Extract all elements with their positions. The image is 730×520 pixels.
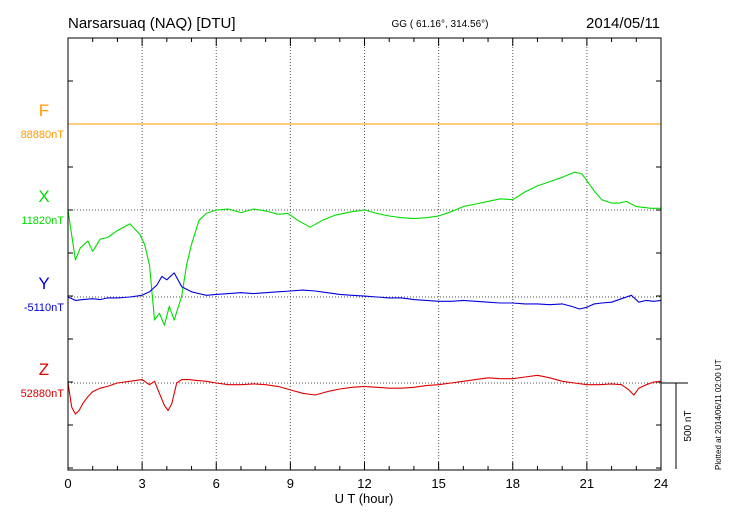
series-z-line	[67, 374, 662, 415]
x-tick-label: 18	[506, 476, 520, 491]
x-tick-label: 9	[287, 476, 294, 491]
series-z-name: Z	[39, 360, 49, 379]
grid	[68, 38, 661, 470]
x-tick-label: 6	[213, 476, 220, 491]
plot-frame	[67, 37, 662, 471]
scale-bar: 500 nT	[661, 382, 694, 469]
station-coordinates: GG ( 61.16°, 314.56°)	[392, 19, 489, 30]
x-tick-labels: 0 3 6 9 12 15 18 21 24	[64, 476, 668, 491]
series-x-baseline-label: 11820nT	[21, 215, 64, 227]
x-tick-label: 12	[357, 476, 371, 491]
series-y-baseline-label: -5110nT	[24, 302, 64, 314]
x-tick-label: 21	[580, 476, 594, 491]
series-layer	[67, 123, 662, 415]
chart-date: 2014/05/11	[586, 15, 660, 32]
series-f-name: F	[39, 101, 49, 120]
series-z-baseline-label: 52880nT	[21, 388, 65, 400]
x-tick-label: 3	[139, 476, 146, 491]
plotted-note: Plotted at 2014/06/11 02:00 UT	[714, 359, 723, 470]
scale-bar-label: 500 nT	[683, 410, 694, 441]
series-x-line	[67, 171, 661, 326]
series-y-name: Y	[38, 274, 49, 293]
series-y-line	[67, 272, 662, 310]
x-tick-label: 0	[64, 476, 71, 491]
x-axis-label: U T (hour)	[335, 491, 394, 506]
series-x-name: X	[38, 187, 49, 206]
x-tick-label: 24	[654, 476, 668, 491]
series-labels: F 88880nT X 11820nT Y -5110nT Z 52880nT	[21, 101, 65, 400]
x-tick-label: 15	[431, 476, 445, 491]
series-f-baseline-label: 88880nT	[21, 129, 65, 141]
chart-title: Narsarsuaq (NAQ) [DTU]	[68, 15, 236, 32]
